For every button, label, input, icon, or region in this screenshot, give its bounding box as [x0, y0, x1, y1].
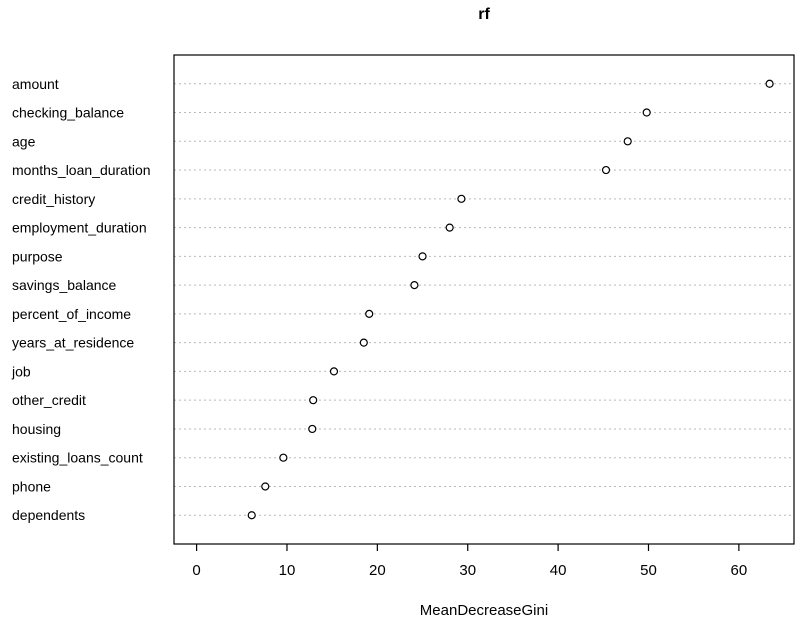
data-point [410, 281, 419, 290]
data-point [309, 396, 318, 405]
category-label: phone [12, 478, 51, 494]
category-label: years_at_residence [12, 335, 134, 351]
category-label: employment_duration [12, 220, 147, 236]
category-label: existing_loans_count [12, 450, 143, 466]
data-point [329, 367, 339, 376]
category-label: checking_balance [12, 105, 124, 121]
category-label: age [12, 133, 36, 149]
category-label: other_credit [12, 392, 86, 408]
x-axis-tick-label: 20 [369, 562, 386, 579]
data-point [308, 424, 317, 434]
data-point [365, 309, 374, 318]
data-point [247, 511, 256, 520]
data-point [445, 223, 454, 232]
x-axis-tick-label: 40 [550, 562, 567, 579]
data-point [642, 108, 651, 117]
data-point [457, 194, 466, 203]
category-label: amount [12, 76, 59, 92]
category-label: savings_balance [12, 277, 117, 293]
x-axis-tick-label: 60 [731, 562, 748, 579]
category-label: dependents [12, 507, 85, 523]
data-point [765, 79, 774, 88]
category-label: housing [12, 421, 61, 437]
x-axis-tick-label: 0 [192, 562, 200, 579]
data-point [601, 165, 611, 175]
data-point [359, 338, 368, 347]
category-label: credit_history [12, 191, 95, 207]
category-label: months_loan_duration [12, 162, 151, 178]
data-point [261, 482, 270, 491]
x-axis-tick-label: 30 [459, 562, 476, 579]
x-axis-label: MeanDecreaseGini [419, 602, 549, 619]
data-point [623, 137, 632, 146]
plot-frame [173, 54, 795, 545]
category-label: job [11, 363, 31, 379]
chart-title: rf [478, 6, 490, 23]
data-point [418, 252, 427, 261]
data-point [279, 453, 288, 462]
category-label: purpose [12, 248, 63, 264]
x-axis-tick-label: 50 [640, 562, 657, 579]
x-axis-tick-label: 10 [279, 562, 296, 579]
category-label: percent_of_income [12, 306, 131, 322]
